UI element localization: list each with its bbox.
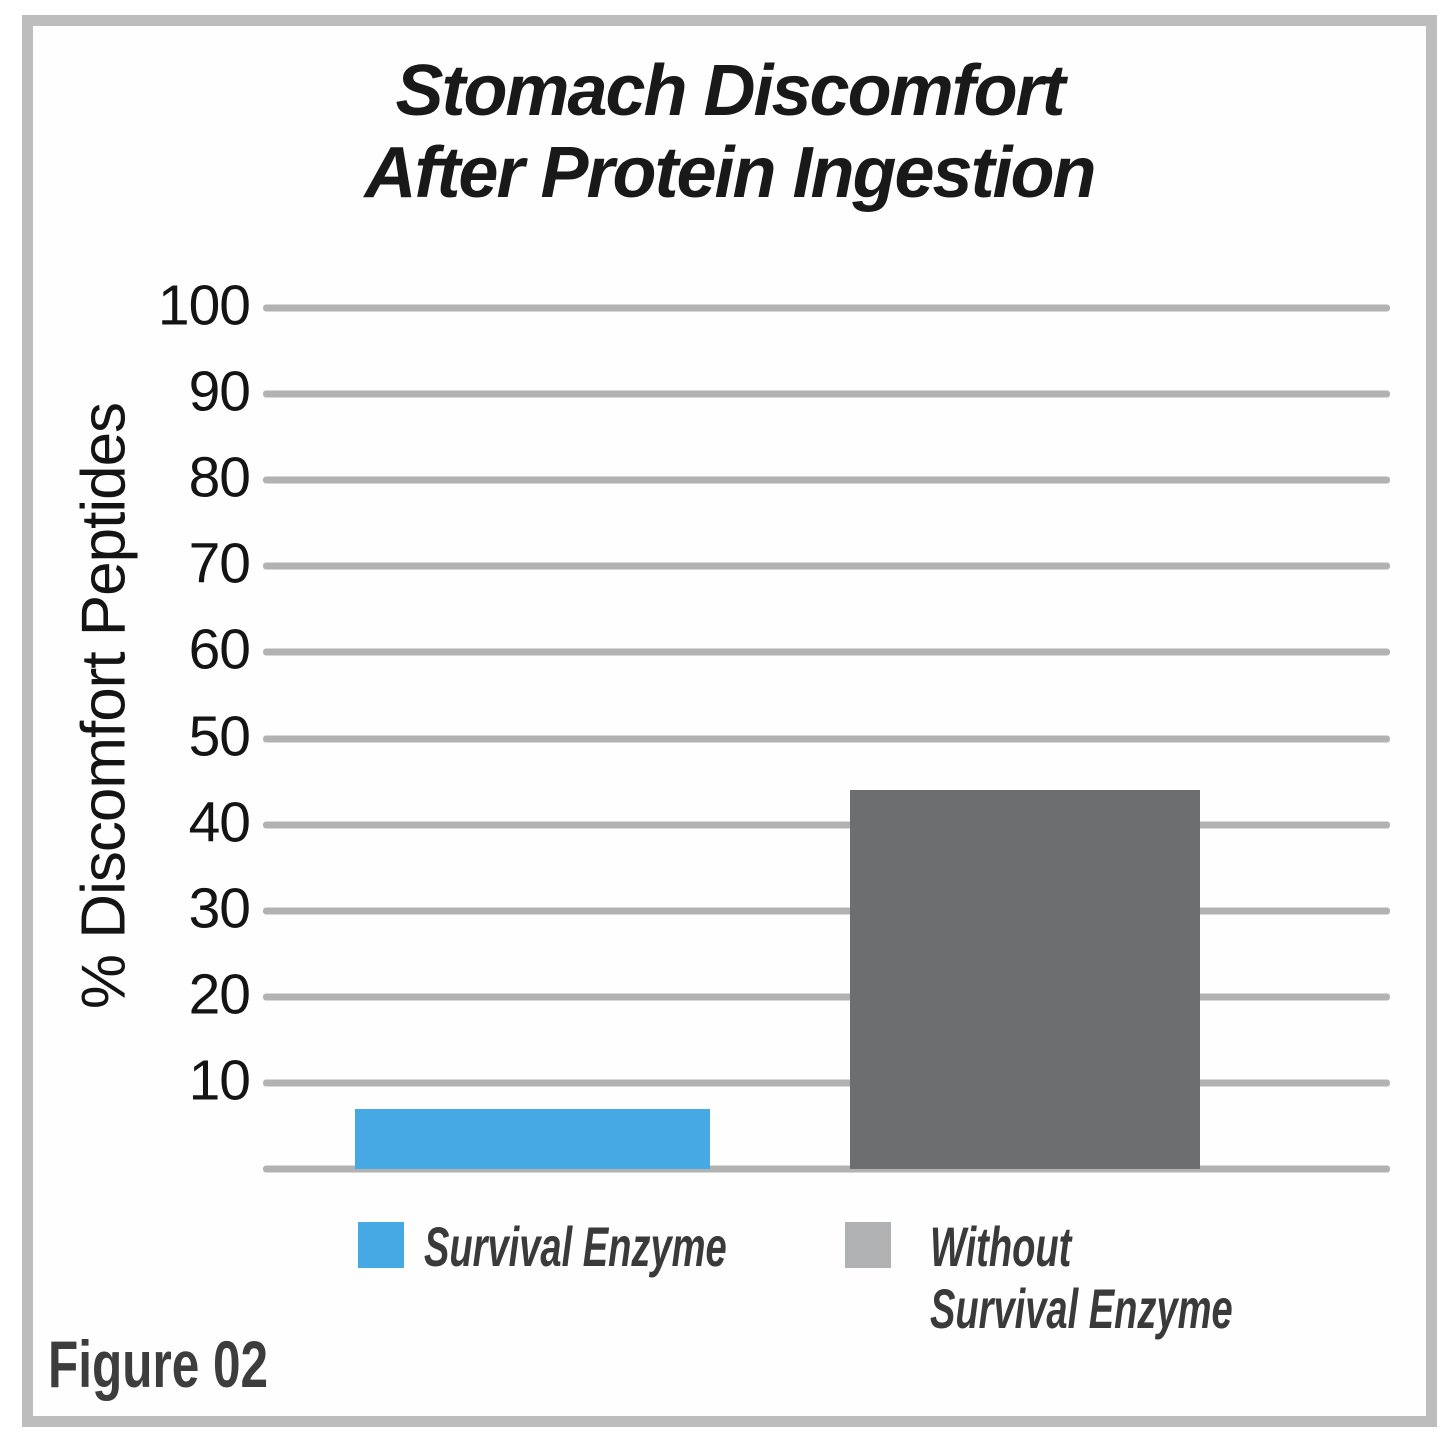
- legend-label-line: Survival Enzyme: [424, 1215, 727, 1278]
- plot-area: 100 90 80 70 60 50 40 30 20 10: [158, 273, 1390, 1173]
- y-tick-label-30: 30: [188, 876, 251, 941]
- legend-label-survival-enzyme: Survival Enzyme: [424, 1216, 727, 1278]
- gridline-70: [263, 562, 1390, 570]
- legend-swatch-without-survival-enzyme: [845, 1222, 891, 1268]
- legend-swatch-survival-enzyme: [358, 1222, 404, 1268]
- legend-label-without-survival-enzyme: Without Survival Enzyme: [930, 1216, 1233, 1339]
- legend-label-line: Survival Enzyme: [930, 1276, 1233, 1340]
- gridline-60: [263, 648, 1390, 656]
- gridline-30: [263, 907, 1390, 915]
- chart-frame: [22, 15, 1437, 1427]
- gridline-80: [263, 476, 1390, 484]
- chart-title: Stomach Discomfort After Protein Ingesti…: [22, 50, 1437, 214]
- figure-label: Figure 02: [48, 1327, 269, 1401]
- y-tick-label-70: 70: [188, 531, 251, 596]
- gridline-50: [263, 735, 1390, 742]
- gridline-10: [263, 1079, 1390, 1087]
- legend-label-line: Without: [930, 1215, 1072, 1278]
- y-tick-label-80: 80: [188, 445, 251, 510]
- chart-title-line-1: Stomach Discomfort: [395, 51, 1065, 131]
- y-tick-label-50: 50: [188, 703, 251, 768]
- y-tick-label-100: 100: [157, 273, 251, 338]
- gridline-100: [263, 304, 1390, 312]
- chart-title-line-2: After Protein Ingestion: [364, 133, 1096, 214]
- gridline-20: [263, 993, 1390, 1001]
- gridline-90: [263, 390, 1390, 398]
- gridline-40: [263, 821, 1390, 829]
- y-tick-label-40: 40: [188, 789, 251, 854]
- legend-item-without-survival-enzyme: Without Survival Enzyme: [845, 1216, 1375, 1339]
- bar-without-survival-enzyme: [849, 790, 1200, 1169]
- y-tick-label-20: 20: [188, 962, 251, 1027]
- y-tick-label-90: 90: [188, 359, 251, 424]
- y-tick-label-10: 10: [188, 1048, 251, 1113]
- bar-survival-enzyme: [354, 1108, 710, 1169]
- y-tick-label-60: 60: [188, 617, 251, 682]
- gridline-baseline: [263, 1165, 1390, 1173]
- legend-item-survival-enzyme: Survival Enzyme: [358, 1216, 869, 1278]
